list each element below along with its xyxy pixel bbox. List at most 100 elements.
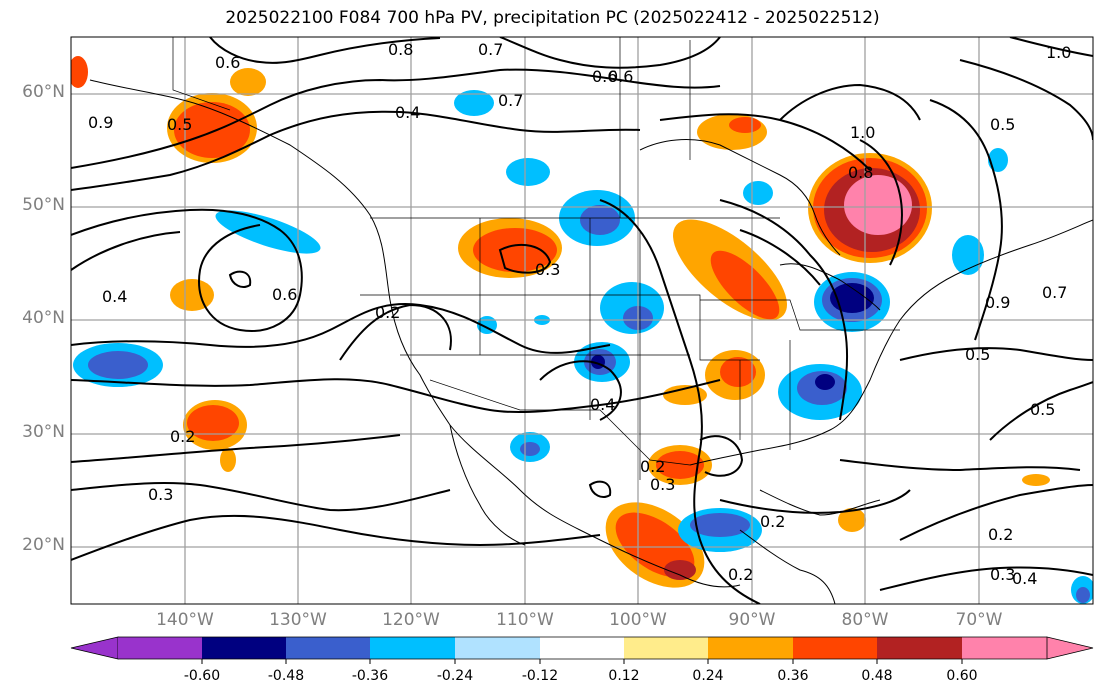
- precip-blob: [729, 117, 761, 133]
- precip-blob: [230, 68, 266, 96]
- map-frame: [70, 36, 1094, 605]
- colorbar-max-extend: [1046, 636, 1094, 660]
- colorbar-bin: [370, 637, 455, 659]
- precip-blob: [656, 451, 704, 479]
- precip-blob: [1022, 474, 1050, 486]
- longitude-label: 140°W: [156, 610, 214, 630]
- colorbar-tick-label: -0.48: [267, 668, 305, 684]
- colorbar-bin: [455, 637, 540, 659]
- colorbar-tick-label: 0.36: [777, 668, 809, 684]
- contour-label: 0.2: [170, 427, 195, 446]
- precip-blob: [170, 279, 214, 311]
- colorbar-tick-label: -0.36: [351, 668, 389, 684]
- longitude-label: 70°W: [955, 610, 1003, 630]
- contour-label: 0.3: [535, 260, 560, 279]
- precip-blob: [520, 442, 540, 456]
- precip-blob: [215, 210, 321, 254]
- precip-blob: [506, 158, 550, 186]
- precip-blob: [838, 508, 866, 532]
- contour-label: 0.7: [1042, 283, 1067, 302]
- colorbar-bin: [793, 637, 877, 659]
- colorbar-min-extend: [70, 636, 119, 660]
- precip-blob: [988, 148, 1008, 172]
- contour-label: 0.8: [388, 40, 413, 59]
- colorbar: [70, 636, 1094, 664]
- precip-blob: [664, 560, 696, 580]
- longitude-label: 100°W: [609, 610, 667, 630]
- latitude-label: 50°N: [22, 195, 65, 215]
- latitude-label: 60°N: [22, 82, 65, 102]
- precip-blob: [720, 357, 756, 387]
- precip-blob: [663, 385, 707, 405]
- colorbar-tick-label: -0.24: [436, 668, 474, 684]
- contour-label: 0.2: [375, 303, 400, 322]
- contour-label: 0.2: [640, 457, 665, 476]
- precip-blob: [88, 351, 148, 379]
- contour-label: 0.9: [985, 293, 1010, 312]
- colorbar-bin: [286, 637, 370, 659]
- contour-label: 1.0: [1046, 43, 1071, 62]
- contour-label: 0.6: [608, 67, 633, 86]
- contour-label: 0.7: [498, 91, 523, 110]
- colorbar-bin: [540, 637, 624, 659]
- contour-label: 0.6: [592, 67, 617, 86]
- precip-blob: [454, 90, 494, 116]
- colorbar-bin: [202, 637, 286, 659]
- contour-label: 0.6: [272, 285, 297, 304]
- colorbar-bin: [624, 637, 708, 659]
- contour-label: 0.6: [215, 53, 240, 72]
- contour-label: 0.3: [148, 485, 173, 504]
- longitude-label: 90°W: [728, 610, 776, 630]
- precip-blob: [690, 513, 750, 537]
- colorbar-bin: [877, 637, 962, 659]
- map-title: 2025022100 F084 700 hPa PV, precipitatio…: [225, 8, 880, 28]
- precip-blob: [743, 181, 773, 205]
- coastlines: [89, 79, 1093, 604]
- contour-label: 0.2: [760, 512, 785, 531]
- precip-anomaly-layer: [71, 56, 1093, 604]
- contour-label: 0.3: [990, 565, 1015, 584]
- longitude-label: 110°W: [496, 610, 554, 630]
- colorbar-tick-label: -0.12: [521, 668, 559, 684]
- colorbar-tick-label: 0.60: [946, 668, 978, 684]
- colorbar-tick-label: 0.24: [692, 668, 724, 684]
- precip-blob: [187, 405, 239, 441]
- precip-blob: [697, 114, 767, 150]
- longitude-label: 80°W: [841, 610, 889, 630]
- contour-label: 0.5: [990, 115, 1015, 134]
- contour-label: 0.2: [728, 565, 753, 584]
- precip-blob: [473, 228, 557, 272]
- contour-label: 0.4: [1012, 569, 1037, 588]
- latitude-label: 30°N: [22, 422, 65, 442]
- contour-label: 0.5: [167, 115, 192, 134]
- contour-label: 0.3: [650, 475, 675, 494]
- colorbar-tick-label: -0.60: [183, 668, 221, 684]
- colorbar-tick-label: 0.12: [608, 668, 640, 684]
- political-borders: [172, 37, 900, 480]
- precip-blob: [1076, 587, 1090, 603]
- precip-blob: [580, 205, 620, 235]
- longitude-label: 130°W: [269, 610, 327, 630]
- precip-blob: [815, 374, 835, 390]
- contour-label: 0.5: [1030, 400, 1055, 419]
- latitude-label: 20°N: [22, 535, 65, 555]
- contour-label: 0.4: [590, 395, 615, 414]
- contour-label: 0.4: [102, 287, 127, 306]
- precip-blob: [174, 102, 250, 158]
- precip-blob: [220, 448, 236, 472]
- contour-label: 0.2: [988, 525, 1013, 544]
- colorbar-bin: [118, 637, 202, 659]
- contour-label: 1.0: [850, 123, 875, 142]
- contour-label: 0.5: [965, 345, 990, 364]
- precip-blob: [830, 283, 874, 313]
- contour-label: 0.8: [848, 163, 873, 182]
- contour-label: 0.4: [395, 103, 420, 122]
- contour-labels: 0.6 0.8 0.7 0.6 0.7 1.0 0.4 0.5 0.9 1.0 …: [88, 40, 1071, 588]
- contour-label: 0.9: [88, 113, 113, 132]
- colorbar-bin: [708, 637, 793, 659]
- pv-contours: [71, 37, 1093, 604]
- longitude-label: 120°W: [382, 610, 440, 630]
- precip-blob: [844, 175, 912, 235]
- colorbar-bin: [962, 637, 1047, 659]
